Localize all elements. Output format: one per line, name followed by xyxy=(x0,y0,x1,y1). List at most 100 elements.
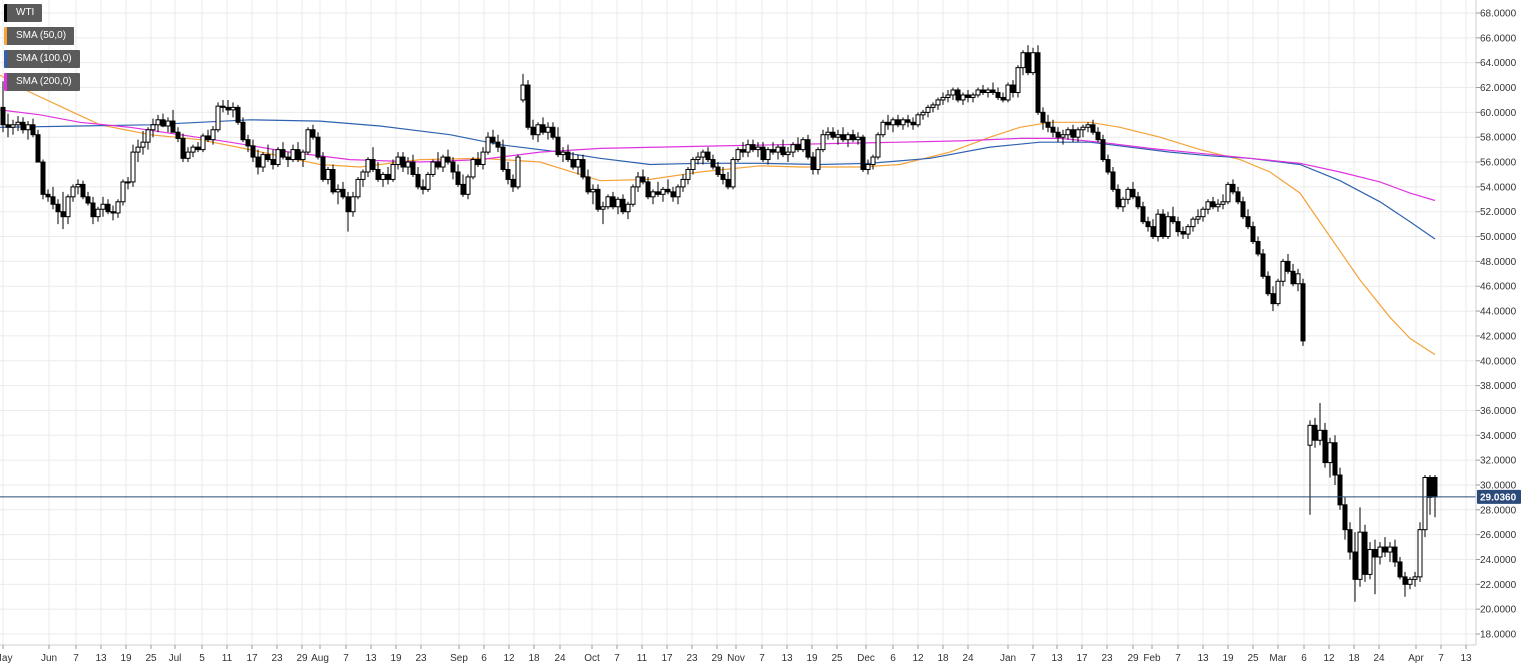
candle-body xyxy=(410,161,416,175)
candle xyxy=(1317,402,1323,446)
candle-body xyxy=(1337,474,1343,506)
candle xyxy=(95,206,101,222)
x-tick-label: 17 xyxy=(246,653,258,664)
candle xyxy=(265,144,271,163)
candle xyxy=(865,159,871,175)
legend-item-sma-200[interactable]: SMA (200,0) xyxy=(4,73,80,91)
x-tick-label: Apr xyxy=(1408,653,1424,664)
candle xyxy=(1397,556,1403,580)
x-tick-label: 11 xyxy=(637,653,648,664)
y-tick-label: 34.0000 xyxy=(1480,431,1517,442)
y-tick-label: 20.0000 xyxy=(1480,605,1517,616)
candle xyxy=(1070,124,1076,143)
y-tick-label: 26.0000 xyxy=(1480,530,1517,541)
candle-body xyxy=(545,126,551,133)
x-tick-label: 7 xyxy=(1030,653,1036,664)
candle-body xyxy=(630,186,636,205)
candle xyxy=(1155,209,1161,242)
candle xyxy=(1175,216,1181,237)
candle xyxy=(1135,191,1141,210)
candle xyxy=(275,147,281,168)
candle xyxy=(50,186,56,210)
candle xyxy=(510,174,516,192)
candle-body xyxy=(1250,226,1256,243)
candle xyxy=(175,127,181,143)
legend-item-sma-50[interactable]: SMA (50,0) xyxy=(4,27,75,45)
candle-body xyxy=(295,149,301,161)
candle-body xyxy=(1427,477,1433,498)
candle-body xyxy=(50,196,56,205)
candle-body xyxy=(445,156,451,163)
candle-body xyxy=(1160,213,1166,238)
candle xyxy=(140,130,146,155)
y-tick-label: 30.0000 xyxy=(1480,480,1517,491)
candle xyxy=(640,169,646,185)
candle-body xyxy=(780,146,786,156)
candle-body xyxy=(185,151,191,159)
y-tick-label: 50.0000 xyxy=(1480,232,1517,243)
candle xyxy=(620,194,626,215)
candle-body xyxy=(120,181,126,203)
candle xyxy=(155,114,161,133)
candle-body xyxy=(55,203,61,213)
candle-body xyxy=(1432,477,1438,498)
x-tick-label: 13 xyxy=(781,653,793,664)
candle xyxy=(20,117,26,134)
candle xyxy=(345,191,351,232)
candle-body xyxy=(700,151,706,158)
candle xyxy=(1180,226,1186,240)
y-tick-label: 66.0000 xyxy=(1480,33,1517,44)
candle-body xyxy=(1085,124,1091,128)
y-tick-label: 44.0000 xyxy=(1480,307,1517,318)
candle-body xyxy=(980,89,986,93)
candle xyxy=(295,142,301,163)
candle-body xyxy=(870,156,876,166)
x-tick-label: Sep xyxy=(450,653,468,664)
candle xyxy=(725,171,731,190)
candle xyxy=(135,139,141,163)
x-tick-label: Oct xyxy=(584,653,600,664)
candle-body xyxy=(15,121,21,126)
candle-body xyxy=(365,159,371,173)
candle-body xyxy=(205,135,211,141)
candle xyxy=(1342,497,1348,540)
candle-body xyxy=(1377,546,1383,558)
candle xyxy=(1200,206,1206,222)
candle xyxy=(585,169,591,195)
candle-body xyxy=(960,94,966,101)
candle xyxy=(990,82,996,95)
candle-body xyxy=(1120,198,1126,208)
candle-body xyxy=(5,124,11,128)
candle-body xyxy=(650,191,656,198)
last-price-tag: 29.0360 xyxy=(1477,489,1521,504)
candle-body xyxy=(575,159,581,168)
candle-body xyxy=(80,183,86,198)
candle-body xyxy=(1100,139,1106,161)
candle-body xyxy=(615,198,621,208)
y-tick-label: 48.0000 xyxy=(1480,257,1517,268)
candle-body xyxy=(610,196,616,208)
candle-body xyxy=(1342,504,1348,531)
legend-item-sma-100[interactable]: SMA (100,0) xyxy=(4,50,80,68)
candle xyxy=(1075,127,1081,143)
candle xyxy=(810,152,816,175)
candle xyxy=(940,92,946,105)
candle xyxy=(40,159,46,200)
candle-body xyxy=(260,154,266,168)
candle-body xyxy=(655,191,661,195)
candle-body xyxy=(505,168,511,180)
candle xyxy=(1367,542,1373,580)
candle xyxy=(845,132,851,148)
candle xyxy=(1030,47,1036,76)
candle xyxy=(115,199,121,218)
candle xyxy=(750,139,756,153)
legend-item-wti[interactable]: WTI xyxy=(4,4,43,22)
candle xyxy=(595,184,601,212)
candle-body xyxy=(570,159,576,168)
candle xyxy=(455,164,461,187)
candle xyxy=(145,127,151,150)
candle xyxy=(555,127,561,158)
candle xyxy=(70,184,76,202)
candle xyxy=(950,87,956,100)
